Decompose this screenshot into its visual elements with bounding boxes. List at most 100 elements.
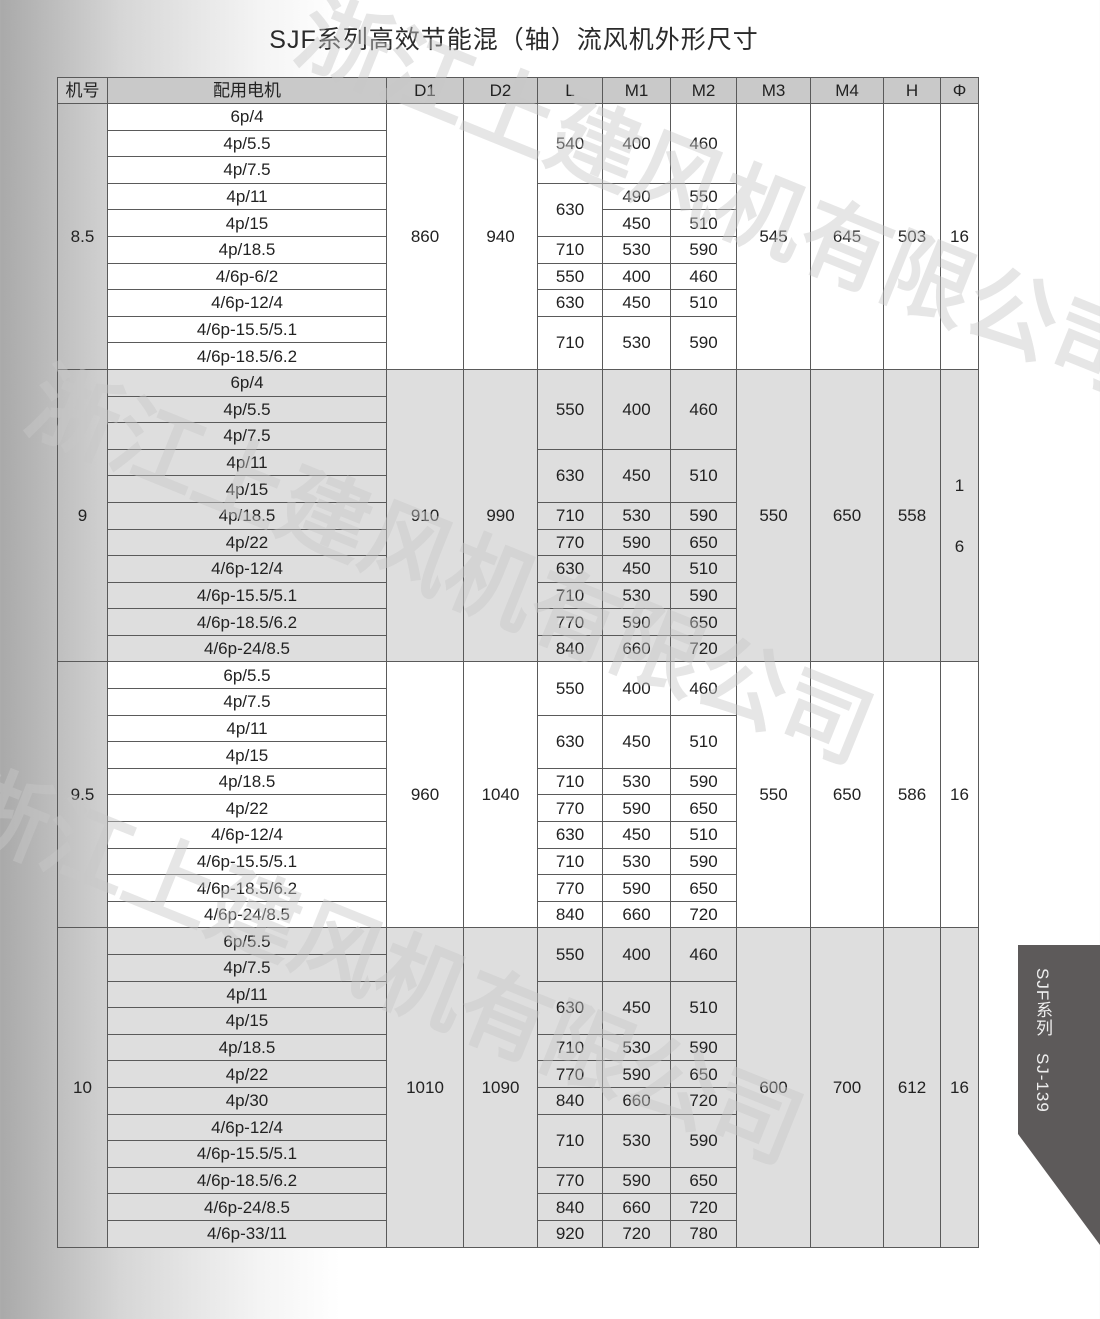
motor-cell: 4p/18.5 [107,767,387,796]
d2-cell: 1090 [463,927,538,1248]
d1-cell: 1010 [386,927,464,1248]
l-cell: 770 [537,1166,603,1195]
m1-cell: 660 [602,900,671,929]
motor-cell: 4p/22 [107,528,387,557]
column-header: L [537,77,603,104]
l-cell: 770 [537,1060,603,1088]
motor-cell: 4p/15 [107,209,387,237]
m1-cell: 400 [602,103,671,184]
l-cell: 770 [537,528,603,557]
phi-cell: 16 [940,661,979,929]
d2-cell: 990 [463,368,538,663]
phi-value: 16 [950,1077,969,1097]
phi-value: 16 [950,785,969,805]
m1-cell: 530 [602,1033,671,1062]
model-cell: 9 [57,368,108,663]
m1-cell: 400 [602,661,671,716]
l-cell: 710 [537,235,603,264]
m2-cell: 460 [670,927,737,982]
motor-cell: 4/6p-15.5/5.1 [107,847,387,876]
m1-cell: 450 [602,980,671,1035]
motor-cell: 4p/30 [107,1086,387,1115]
m1-cell: 450 [602,448,671,503]
table-row: 4/6p-18.5/6.2 [58,342,979,370]
m2-cell: 590 [670,315,737,370]
motor-cell: 4p/11 [107,714,387,743]
l-cell: 630 [537,448,603,503]
m2-cell: 720 [670,1086,737,1115]
table-row: 8.5 6p/4 860 940 540 400 460 545 645 503 16 [57,103,979,370]
l-cell: 840 [537,900,603,929]
motor-cell: 6p/4 [107,103,387,131]
l-cell: 770 [537,874,603,902]
model-cell: 9.5 [57,661,108,929]
m4-cell: 650 [810,368,884,663]
m3-cell: 550 [736,661,811,929]
l-cell: 770 [537,608,603,636]
l-cell: 630 [537,714,603,769]
phi-value: 6 [954,536,965,556]
table-row: 4/6p-12/4 630 450 510 [58,821,979,849]
table-row: 4/6p-18.5/6.2 770 590 650 [58,1166,979,1195]
motor-cell: 4/6p-33/11 [107,1219,387,1248]
m3-cell: 550 [736,368,811,663]
model-cell: 10 [57,927,108,1248]
table-row: 4p/22 770 590 650 [58,1060,979,1088]
m1-cell: 590 [602,528,671,557]
m1-cell: 530 [602,315,671,370]
l-cell: 710 [537,315,603,370]
table-row: 4/6p-12/4 710 530 590 [58,1113,979,1168]
h-cell: 586 [883,661,941,929]
l-cell: 550 [537,927,603,982]
l-cell: 630 [537,821,603,849]
table-row: 4p/15 450 510 [58,209,979,237]
m2-cell: 720 [670,900,737,929]
m1-cell: 400 [602,368,671,450]
motor-cell: 6p/4 [107,368,387,397]
column-header: D1 [386,77,464,104]
d1-cell: 910 [386,368,464,663]
motor-cell: 4p/5.5 [107,395,387,424]
motor-cell: 4/6p-18.5/6.2 [107,1166,387,1195]
m2-cell: 590 [670,767,737,796]
table-row: 4p/5.5 [58,395,979,424]
m2-cell: 460 [670,368,737,450]
m1-cell: 660 [602,634,671,663]
m2-cell: 650 [670,1060,737,1088]
l-cell: 710 [537,581,603,610]
table-row: 4/6p-24/8.5 840 660 720 [58,1193,979,1221]
l-cell: 630 [537,555,603,583]
table-row: 4p/7.5 [58,688,979,716]
table-row: 4p/18.5 710 530 590 [58,235,979,264]
table-row: 4/6p-12/4 630 450 510 [58,289,979,317]
m2-cell: 510 [670,821,737,849]
table-row: 10 6p/5.5 1010 1090 550 400 460 600 700 612 16 [57,927,979,1248]
l-cell: 710 [537,767,603,796]
m4-cell: 645 [810,103,884,370]
column-header: Φ [940,77,979,104]
column-header: 机号 [57,77,108,104]
motor-cell: 4/6p-15.5/5.1 [107,1140,387,1168]
motor-cell: 4p/22 [107,794,387,823]
table-header-row: 机号 配用电机 D1 D2 L M1 M2 M3 M4 H Φ [57,77,979,104]
motor-cell: 4/6p-18.5/6.2 [107,874,387,902]
motor-cell: 4p/7.5 [107,954,387,982]
motor-cell: 4p/18.5 [107,1033,387,1062]
m2-cell: 780 [670,1219,737,1248]
m1-cell: 530 [602,235,671,264]
m3-cell: 545 [736,103,811,370]
motor-cell: 4/6p-24/8.5 [107,1193,387,1221]
dimension-table: 机号 配用电机 D1 D2 L M1 M2 M3 M4 H Φ 8.5 6p/4 860 940 540 40… [57,77,979,1248]
l-cell: 770 [537,794,603,823]
table-row: 4p/18.5 710 530 590 [58,501,979,530]
table-row: 4p/5.5 [58,129,979,158]
model-cell: 8.5 [57,103,108,370]
m2-cell: 720 [670,634,737,663]
m1-cell: 450 [602,714,671,769]
l-cell: 710 [537,847,603,876]
m1-cell: 590 [602,874,671,902]
motor-cell: 4/6p-12/4 [107,289,387,317]
m1-cell: 400 [602,927,671,982]
table-row: 4/6p-15.5/5.1 710 530 590 [58,581,979,610]
